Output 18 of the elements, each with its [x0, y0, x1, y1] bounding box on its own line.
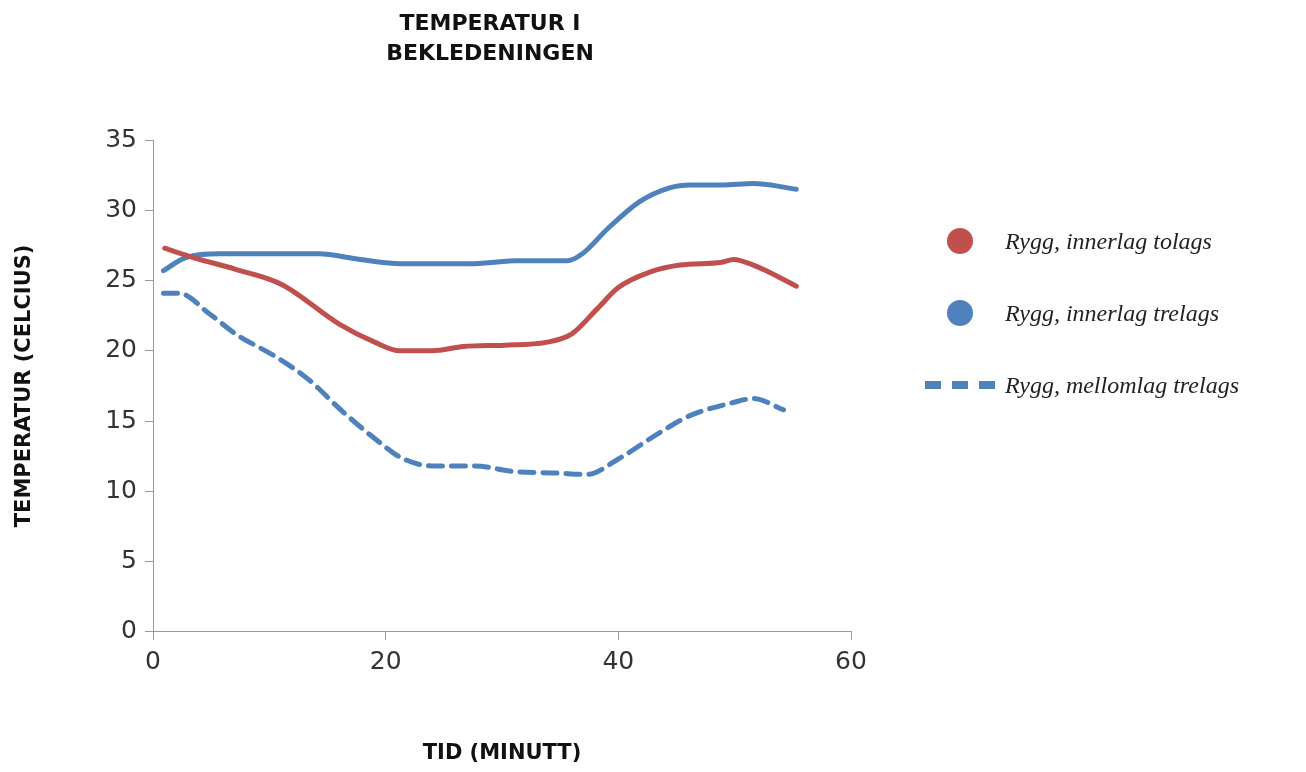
y-axis-title: TEMPERATUR (CELCIUS)	[11, 244, 36, 528]
x-tick-label: 0	[145, 646, 161, 676]
legend-label: Rygg, mellomlag trelags	[1005, 371, 1239, 399]
y-tick-label: 15	[105, 404, 138, 434]
y-tick-label: 20	[105, 334, 138, 364]
x-tick-label: 40	[602, 646, 635, 676]
chart-title: TEMPERATUR I BEKLEDENINGEN	[385, 9, 595, 67]
x-tick-label: 60	[835, 646, 867, 676]
y-tick-label: 5	[121, 545, 138, 575]
y-tick-label: 25	[105, 264, 138, 294]
x-axis-title: TID (MINUTT)	[422, 739, 582, 764]
y-tick-label: 0	[121, 615, 138, 645]
x-tick-label: 20	[369, 646, 402, 676]
y-tick-label: 10	[105, 474, 138, 504]
legend-label: Rygg, innerlag tolags	[1005, 227, 1212, 255]
y-tick-label: 30	[105, 193, 138, 223]
legend-label: Rygg, innerlag trelags	[1005, 299, 1219, 327]
y-tick-label: 35	[105, 123, 138, 153]
